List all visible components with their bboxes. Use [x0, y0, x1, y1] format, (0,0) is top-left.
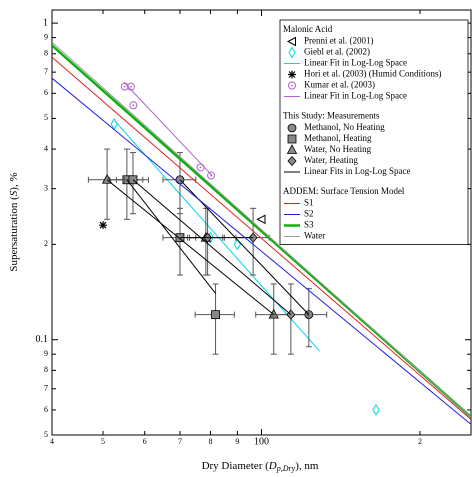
x-tick-label: 4 — [50, 437, 54, 446]
plot-area — [52, 41, 471, 425]
marker-dot — [291, 84, 293, 87]
x-tick-label: 9 — [235, 437, 239, 446]
x-label-sub: p,Dry — [276, 464, 296, 473]
x-label-text: ), nm — [295, 460, 319, 472]
marker — [129, 101, 138, 110]
legend-label: Linear Fits in Log-Log Space — [304, 166, 410, 176]
line — [123, 81, 213, 176]
legend: Malonic Acid Prenni et al. (2001)Giebl et… — [279, 19, 469, 245]
line — [114, 120, 321, 352]
marker-ring — [129, 101, 138, 110]
y-tick-label: 6 — [44, 405, 48, 414]
legend-heading: This Study: Measurements — [283, 111, 380, 121]
y-tick-label: 9 — [44, 349, 48, 358]
marker — [286, 36, 296, 47]
marker — [99, 221, 108, 230]
legend-heading: ADDEM: Surface Tension Model — [283, 186, 405, 196]
marker-dot — [123, 85, 126, 88]
y-tick-label: 8 — [44, 49, 48, 58]
legend-label: Methanol, Heating — [304, 133, 372, 143]
x-tick-label: 6 — [143, 437, 147, 446]
legend-label: Water, No Heating — [304, 144, 372, 154]
legend-label: Linear Fit in Log-Log Space — [304, 58, 407, 68]
x-label-text: Dry Diameter ( — [202, 460, 270, 472]
marker — [288, 46, 296, 59]
marker — [287, 134, 297, 144]
y-tick-label: 5 — [44, 430, 48, 439]
x-tick-label: 8 — [208, 437, 212, 446]
legend-box — [279, 19, 469, 245]
marker — [256, 214, 266, 225]
y-tick-label: 0.1 — [36, 334, 49, 345]
marker — [288, 70, 296, 79]
marker — [211, 310, 220, 320]
marker-dot — [130, 85, 132, 88]
legend-label: Giebl et al. (2002) — [304, 47, 370, 57]
marker — [233, 238, 241, 251]
line — [52, 56, 471, 420]
legend-heading: Malonic Acid — [283, 24, 333, 34]
legend-label: S1 — [304, 198, 314, 208]
legend-label: Prenni et al. (2001) — [304, 36, 373, 46]
legend-label: Kumar et al. (2003) — [304, 80, 375, 90]
y-tick-label: 7 — [44, 67, 48, 76]
y-label-text: ), % — [8, 172, 20, 190]
y-tick-label: 7 — [44, 384, 48, 393]
marker-ring — [288, 81, 296, 90]
marker-dot — [199, 166, 202, 169]
y-label-text: Supersaturation ( — [8, 196, 20, 272]
line — [52, 41, 471, 418]
marker — [372, 403, 380, 416]
line — [52, 77, 471, 425]
y-tick-label: 2 — [44, 239, 48, 248]
legend-label: Linear Fit in Log-Log Space — [304, 91, 407, 101]
y-tick-label: 5 — [44, 113, 48, 122]
marker — [288, 81, 296, 90]
marker-ring — [207, 171, 216, 180]
y-tick-label: 9 — [44, 32, 48, 41]
legend-label: S2 — [304, 209, 314, 219]
y-tick-label: 4 — [44, 144, 48, 153]
legend-label: S3 — [304, 220, 314, 230]
y-tick-label: 8 — [44, 365, 48, 374]
x-axis-label: Dry Diameter (Dp,Dry), nm — [202, 460, 319, 473]
legend-label: Hori et al. (2003) (Humid Conditions) — [304, 69, 441, 79]
y-tick-label: 1 — [43, 17, 48, 28]
marker — [207, 171, 216, 180]
x-tick-label: 5 — [101, 437, 105, 446]
legend-label: Methanol, No Heating — [304, 122, 385, 132]
x-tick-label: 100 — [254, 436, 269, 447]
line — [126, 179, 216, 294]
legend-label: Water — [304, 231, 325, 241]
y-label-var: S — [8, 190, 20, 196]
line — [132, 179, 292, 316]
line — [106, 179, 275, 316]
y-tick-label: 3 — [44, 183, 48, 192]
marker — [196, 163, 205, 172]
legend-label: Water, Heating — [304, 155, 358, 165]
marker — [268, 308, 279, 319]
marker — [287, 155, 297, 167]
x-tick-label: 7 — [178, 437, 182, 446]
x-tick-label: 2 — [418, 437, 422, 446]
y-tick-label: 6 — [44, 88, 48, 97]
x-label-var: D — [268, 460, 277, 472]
marker-dot — [132, 104, 135, 107]
marker — [287, 123, 297, 133]
marker — [286, 144, 298, 154]
y-axis-label: Supersaturation (S), % — [8, 172, 20, 271]
